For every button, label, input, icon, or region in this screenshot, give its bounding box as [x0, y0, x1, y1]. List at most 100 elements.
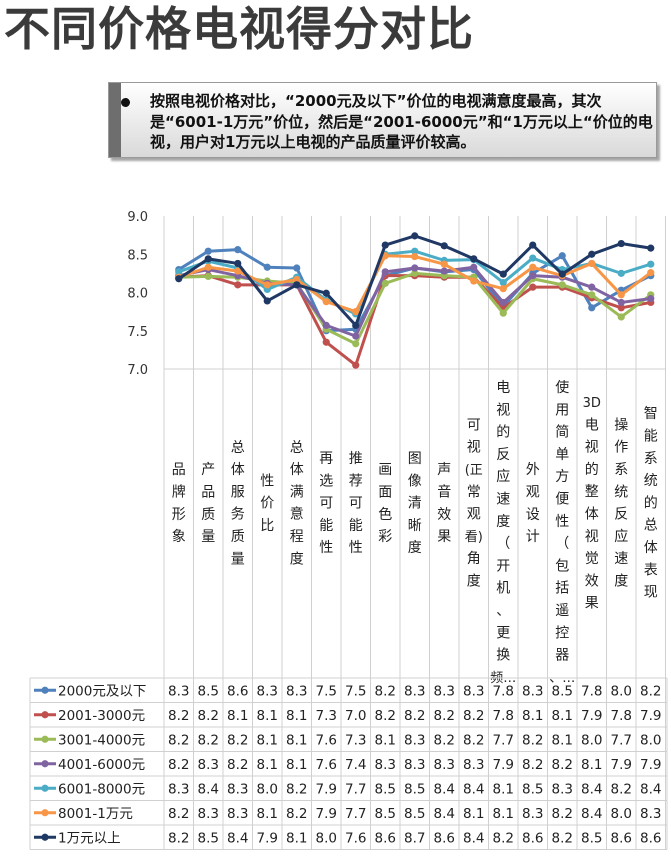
table-cell: 8.3 — [198, 757, 219, 773]
data-point — [499, 270, 507, 278]
table-cell: 8.0 — [611, 806, 632, 822]
callout-text: 按照电视价格对比，“2000元及以下”价位的电视满意度最高，其次是“6001-1… — [150, 92, 653, 151]
table-cell: 8.6 — [434, 830, 455, 846]
data-point — [263, 281, 271, 289]
category-label-char: 的 — [585, 462, 599, 478]
legend-label: 6001-8000元 — [58, 781, 145, 797]
table-cell: 8.4 — [434, 781, 455, 797]
table-cell: 8.3 — [522, 683, 543, 699]
table-cell: 8.1 — [522, 708, 543, 724]
data-point — [440, 260, 448, 268]
data-point — [529, 263, 537, 271]
category-label-char: 能 — [319, 518, 333, 534]
category-label-char: 性 — [260, 473, 274, 489]
category-label-char: 遥 — [555, 603, 569, 619]
table-cell: 8.5 — [375, 781, 396, 797]
category-label-char: 服 — [231, 484, 245, 500]
data-point — [175, 275, 183, 283]
table-cell: 8.2 — [227, 732, 248, 748]
table-cell: 8.3 — [552, 781, 573, 797]
data-point — [647, 260, 655, 268]
category-label-char: 现 — [644, 585, 658, 601]
table-cell: 7.9 — [257, 830, 278, 846]
category-label-char: 系 — [614, 462, 628, 478]
table-cell: 7.9 — [611, 757, 632, 773]
table-cell: 8.6 — [522, 830, 543, 846]
category-label-char: 用 — [555, 402, 569, 418]
table-cell: 8.2 — [404, 708, 425, 724]
y-tick-label: 9.0 — [127, 210, 148, 225]
table-cell: 8.2 — [522, 732, 543, 748]
legend-label: 4001-6000元 — [58, 757, 145, 773]
data-point — [234, 267, 242, 275]
category-label-char: 品 — [201, 485, 215, 501]
category-label-char: 单 — [555, 447, 569, 463]
data-point — [204, 263, 212, 271]
legend-label: 3001-4000元 — [58, 732, 145, 748]
category-label-char: 性 — [555, 514, 569, 530]
data-point — [470, 255, 478, 263]
category-label-char: 电 — [496, 380, 510, 396]
category-label-char: 能 — [644, 429, 658, 445]
data-point — [263, 297, 271, 305]
legend-key-marker — [41, 833, 49, 841]
table-cell: 8.2 — [286, 806, 307, 822]
data-point — [234, 259, 242, 268]
category-label-char: 可 — [319, 496, 333, 512]
data-point — [440, 267, 448, 275]
category-label-char: 简 — [555, 424, 569, 441]
legend-label: 8001-1万元 — [58, 806, 133, 822]
data-point — [558, 252, 566, 260]
table-cell: 7.8 — [581, 683, 602, 699]
category-label-char: 观 — [467, 507, 481, 523]
data-point — [352, 340, 360, 348]
category-label-char: 视 — [467, 440, 481, 456]
table-cell: 7.7 — [493, 732, 514, 748]
category-label-char: 可 — [467, 417, 481, 433]
category-label-char: 操 — [614, 417, 628, 433]
table-cell: 8.1 — [257, 732, 278, 748]
data-point — [293, 281, 301, 289]
data-point — [588, 283, 596, 291]
table-cell: 8.0 — [316, 830, 337, 846]
data-point — [322, 298, 330, 306]
data-point — [647, 244, 655, 252]
category-label-char: 果 — [437, 529, 451, 545]
table-cell: 7.8 — [611, 708, 632, 724]
category-label-char: 反 — [614, 507, 628, 523]
table-cell: 8.1 — [552, 708, 573, 724]
category-label-char: 视 — [496, 402, 510, 418]
category-label-char: 作 — [614, 440, 628, 456]
category-label-char: 质 — [231, 529, 245, 545]
data-point — [381, 279, 389, 287]
data-point — [499, 278, 507, 287]
table-cell: 8.2 — [434, 708, 455, 724]
category-label-char: 比 — [260, 518, 274, 534]
category-label-char: 性 — [319, 540, 333, 556]
category-label-char: 的 — [496, 425, 510, 441]
category-label-char: 品 — [172, 462, 186, 478]
category-label-char: 程 — [290, 529, 304, 545]
data-point — [558, 270, 566, 278]
table-cell: 8.5 — [404, 806, 425, 822]
table-cell: 8.5 — [581, 830, 602, 846]
category-label-char: 彩 — [378, 529, 392, 545]
category-label-char: 形 — [172, 507, 186, 523]
category-label-char: 总 — [290, 440, 304, 456]
data-point — [558, 281, 566, 289]
category-label-char: 器 — [555, 648, 569, 664]
table-cell: 8.1 — [227, 708, 248, 724]
data-point — [617, 298, 625, 307]
category-label-char: 牌 — [172, 484, 186, 501]
category-label-char: 控 — [555, 625, 569, 641]
category-label-char: （ — [555, 536, 569, 552]
table-cell: 8.2 — [611, 781, 632, 797]
category-label-char: 包 — [555, 558, 569, 574]
category-label-char: 度 — [467, 574, 481, 590]
category-label-char: 质 — [201, 507, 215, 523]
